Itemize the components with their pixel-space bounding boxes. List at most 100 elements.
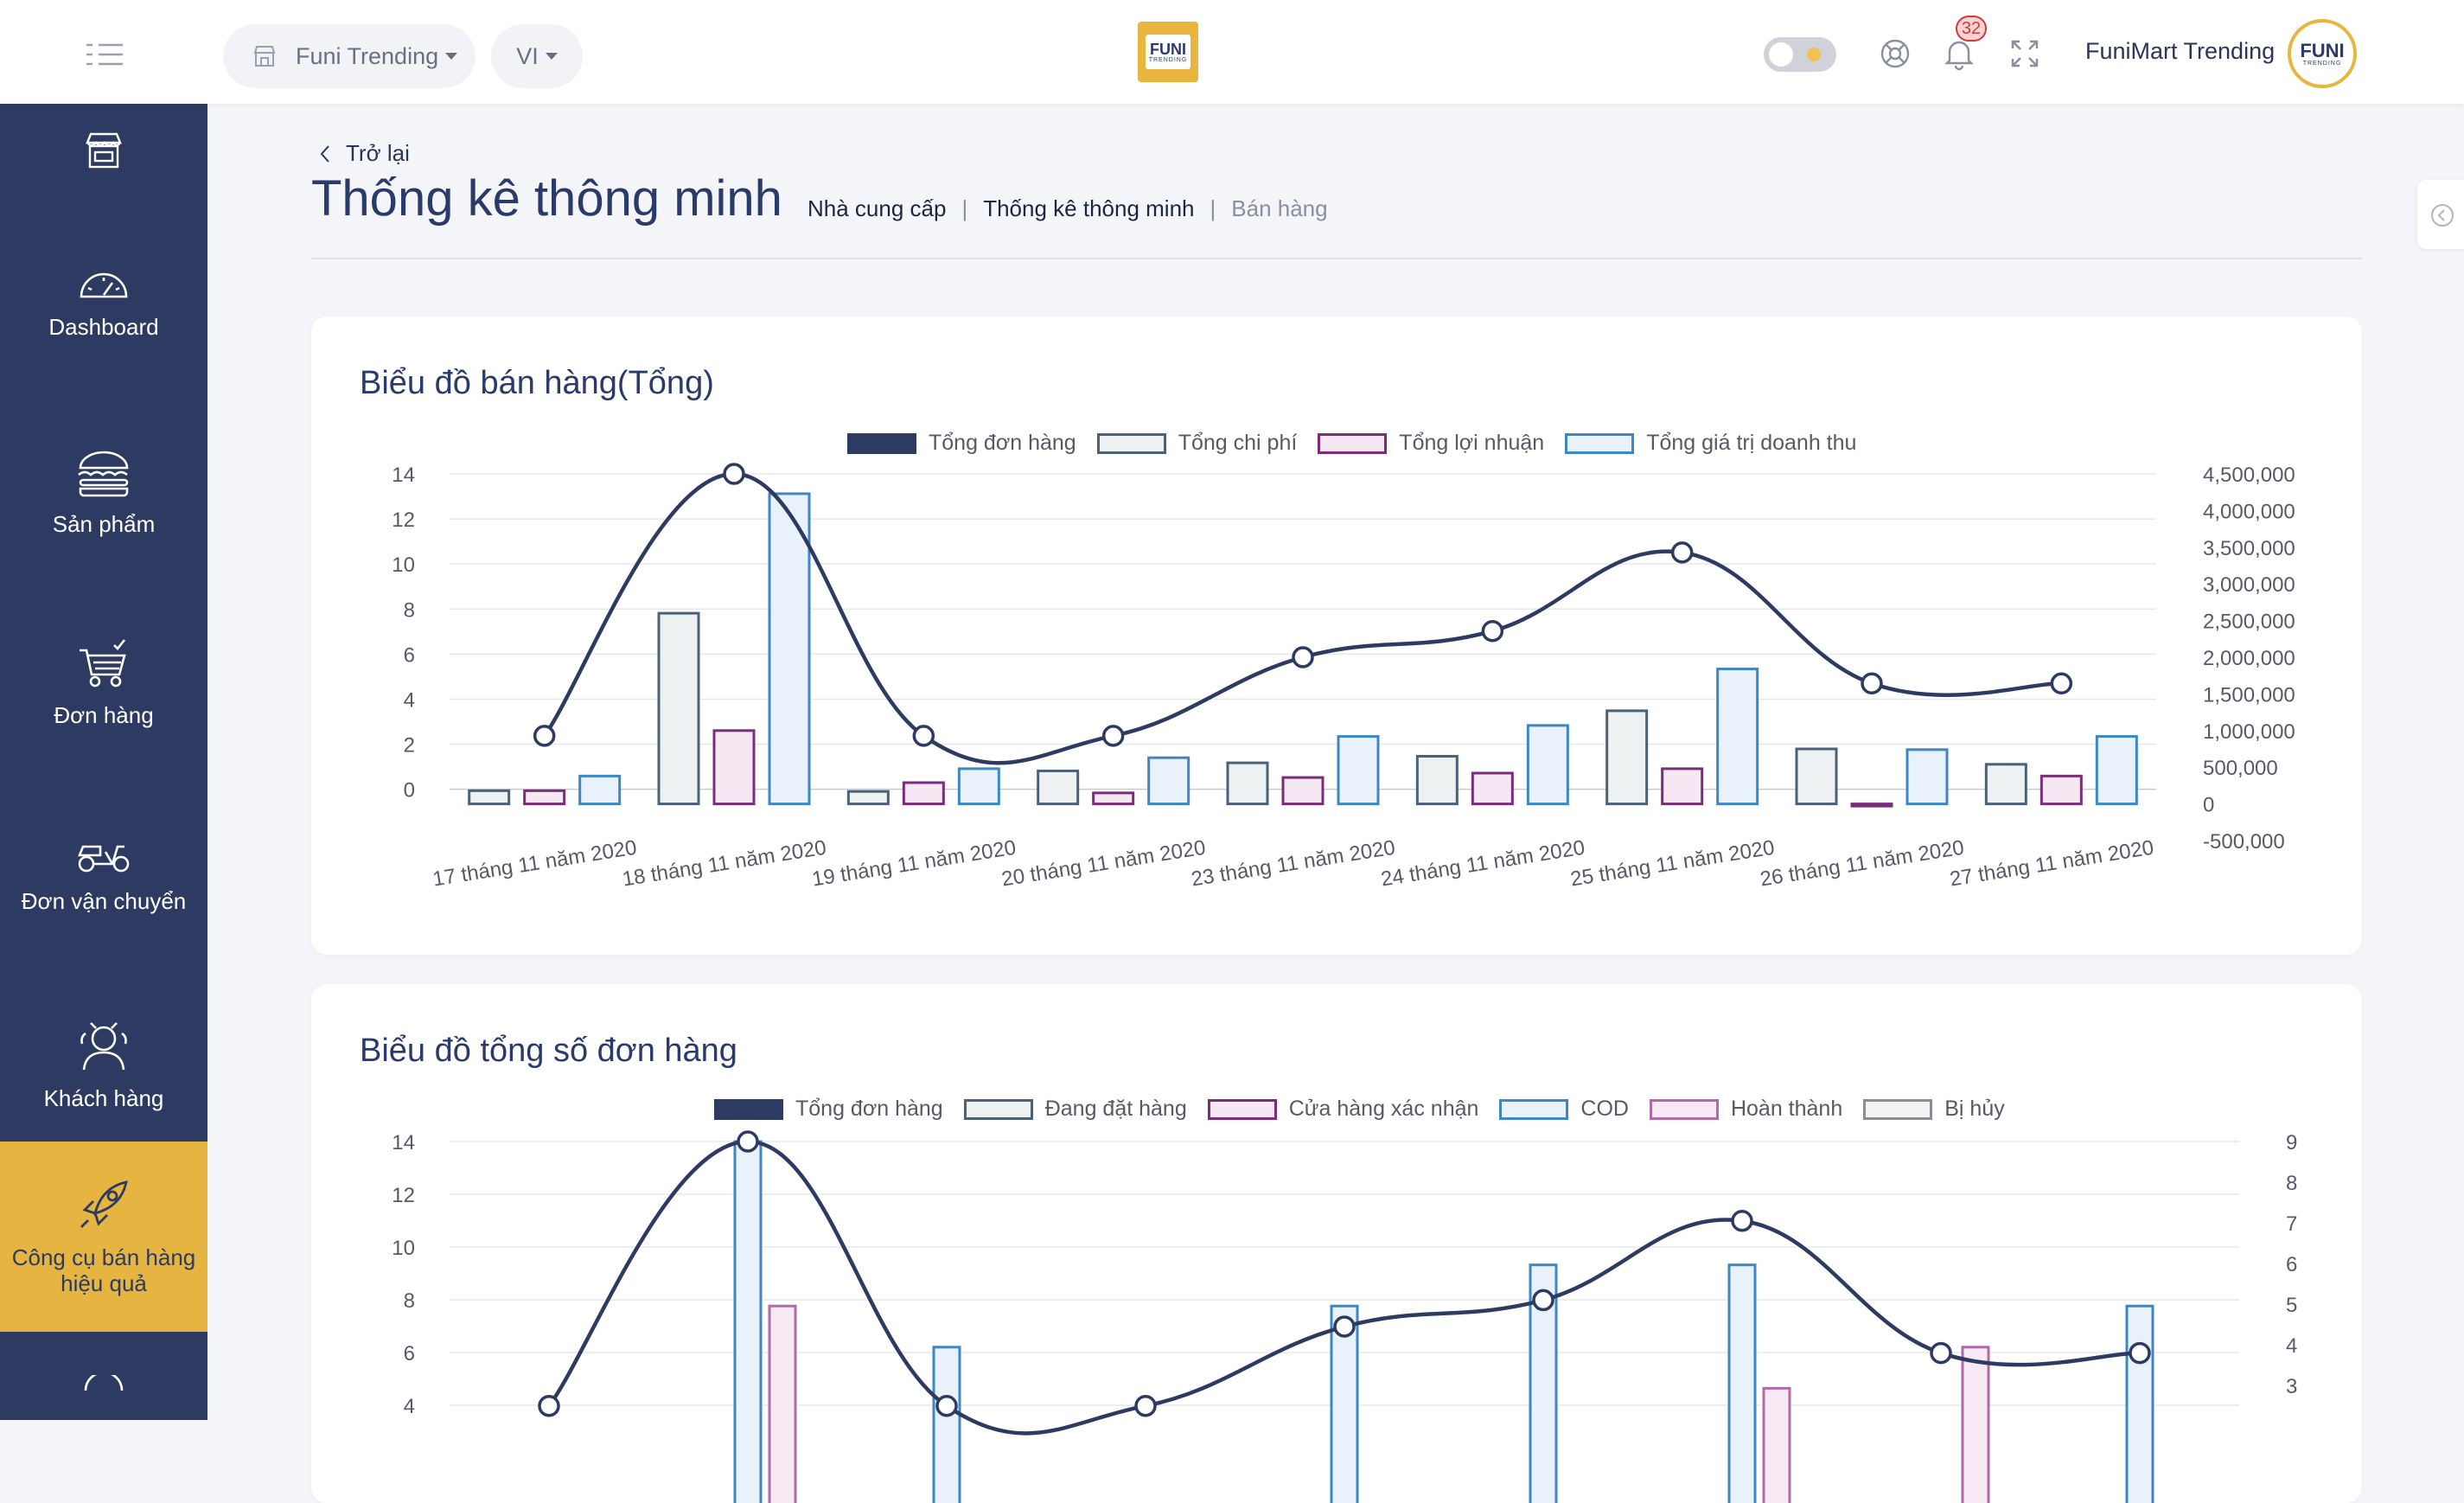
notification-badge: 32 [1956, 16, 1987, 42]
legend-item[interactable]: Tổng chi phí [1096, 431, 1297, 456]
store-selector-label: Funi Trending [296, 42, 439, 69]
data-point [533, 725, 556, 747]
bar [2095, 735, 2138, 806]
y-right-tick-label: 2,500,000 [2203, 611, 2295, 634]
avatar[interactable]: FUNI TRENDING [2288, 19, 2357, 88]
data-point [1930, 1341, 1952, 1365]
x-tick-label: 20 tháng 11 năm 2020 [1000, 836, 1208, 892]
y-right-tick-label: 2,000,000 [2203, 647, 2295, 670]
data-point [935, 1394, 958, 1417]
y-right-tick-label: 4,000,000 [2203, 500, 2295, 523]
legend-item[interactable]: Tổng đơn hàng [714, 1097, 943, 1122]
bar [1147, 756, 1191, 806]
store-selector[interactable]: Funi Trending [223, 24, 476, 88]
data-point [2129, 1341, 2151, 1365]
legend-item[interactable]: Cửa hàng xác nhận [1207, 1097, 1479, 1122]
legend-label: Cửa hàng xác nhận [1288, 1097, 1479, 1121]
logo-text: FUNI [1150, 40, 1186, 58]
legend-item[interactable]: COD [1499, 1097, 1629, 1122]
legend-swatch [1565, 432, 1635, 454]
data-point [1292, 646, 1314, 668]
sidebar-item-products[interactable]: Sản phẩm [0, 398, 207, 588]
sidebar-item-sales-tools[interactable]: Công cụ bán hàng hiệu quả [0, 1142, 207, 1332]
bell-icon[interactable] [1940, 35, 1978, 73]
y-left-tick-label: 10 [392, 1237, 415, 1260]
menu-toggle-icon[interactable] [85, 42, 124, 67]
bar [1526, 724, 1569, 806]
legend-item[interactable]: Tổng đơn hàng [847, 431, 1076, 456]
y-right-tick-label: 7 [2286, 1212, 2297, 1236]
sidebar-item-label: Đơn vận chuyển [21, 888, 187, 914]
bar [768, 492, 811, 806]
y-left-tick-label: 4 [404, 688, 415, 712]
data-point [1134, 1394, 1157, 1417]
rocket-icon [80, 1180, 128, 1228]
data-point [2050, 672, 2073, 695]
support-icon[interactable] [1876, 35, 1914, 73]
y-right-tick-label: 1,000,000 [2203, 720, 2295, 744]
bar [1661, 767, 1704, 806]
partial-icon [84, 1375, 124, 1391]
data-point [1532, 1289, 1554, 1312]
sidebar: Dashboard Sản phẩm Đơn hàng Đơn vận chuy… [0, 104, 207, 1420]
legend-item[interactable]: Hoàn thành [1649, 1097, 1843, 1122]
legend-swatch [963, 1098, 1033, 1120]
cart-icon [80, 639, 126, 688]
breadcrumb-item[interactable]: Nhà cung cấp [808, 195, 947, 221]
bar [578, 774, 622, 806]
sidebar-item-shipping[interactable]: Đơn vận chuyển [0, 778, 207, 969]
legend-swatch [1096, 432, 1166, 454]
legend-item[interactable]: Tổng giá trị doanh thu [1565, 431, 1856, 456]
bar [957, 767, 1000, 806]
y-right-tick-label: 3,500,000 [2203, 537, 2295, 560]
y-right-tick-label: 4,500,000 [2203, 464, 2295, 487]
back-link[interactable]: Trở lại [320, 140, 410, 167]
side-panel-toggle[interactable] [2417, 180, 2464, 249]
y-left-tick-label: 14 [392, 1131, 415, 1154]
bar [846, 790, 890, 806]
breadcrumb-item[interactable]: Thống kê thông minh [983, 195, 1195, 221]
brand-logo[interactable]: FUNI TRENDING [1138, 22, 1198, 82]
y-right-tick-label: 3 [2286, 1375, 2297, 1398]
legend-item[interactable]: Bị hủy [1863, 1097, 2005, 1122]
avatar-text: FUNI [2300, 39, 2345, 61]
bar [1716, 668, 1759, 806]
legend-item[interactable]: Đang đặt hàng [963, 1097, 1187, 1122]
y-left-tick-label: 12 [392, 1184, 415, 1207]
legend-swatch [847, 432, 916, 454]
x-tick-label: 23 tháng 11 năm 2020 [1190, 836, 1397, 892]
bar [733, 1140, 763, 1503]
language-selector[interactable]: VI [491, 24, 583, 88]
chart-legend: Tổng đơn hàng Tổng chi phí Tổng lợi nhuận T… [847, 431, 1877, 456]
sidebar-item-dashboard[interactable]: Dashboard [0, 208, 207, 398]
sidebar-item-more[interactable] [0, 1332, 207, 1420]
chart-title: Biểu đồ bán hàng(Tổng) [360, 365, 714, 401]
legend-label: Hoàn thành [1730, 1097, 1843, 1121]
sidebar-item-store[interactable] [0, 104, 207, 208]
legend-label: Tổng đơn hàng [795, 1097, 943, 1121]
bar [1471, 771, 1514, 806]
y-right-tick-label: -500,000 [2203, 830, 2285, 854]
theme-toggle[interactable] [1764, 37, 1836, 72]
breadcrumb: Nhà cung cấp | Thống kê thông minh | Bán… [808, 195, 1328, 222]
y-right-tick-label: 5 [2286, 1294, 2297, 1317]
bar [1037, 769, 1080, 806]
user-name[interactable]: FuniMart Trending [2085, 38, 2276, 64]
bar [1281, 776, 1325, 806]
sidebar-item-orders[interactable]: Đơn hàng [0, 588, 207, 778]
bar [1092, 791, 1135, 806]
fullscreen-icon[interactable] [2006, 35, 2044, 73]
bar [2125, 1304, 2154, 1503]
chart-legend: Tổng đơn hàng Đang đặt hàng Cửa hàng xác n… [714, 1097, 2026, 1122]
bar [1727, 1263, 1757, 1503]
legend-label: Đang đặt hàng [1044, 1097, 1187, 1121]
sidebar-item-label: Khách hàng [43, 1085, 164, 1111]
header-divider [311, 258, 2362, 259]
data-point [1333, 1315, 1356, 1338]
legend-swatch [714, 1098, 783, 1120]
y-left-tick-label: 0 [404, 779, 415, 803]
legend-item[interactable]: Tổng lợi nhuận [1318, 431, 1544, 456]
sidebar-item-customers[interactable]: Khách hàng [0, 969, 207, 1159]
bar [1762, 1386, 1791, 1503]
burger-icon [78, 451, 129, 497]
